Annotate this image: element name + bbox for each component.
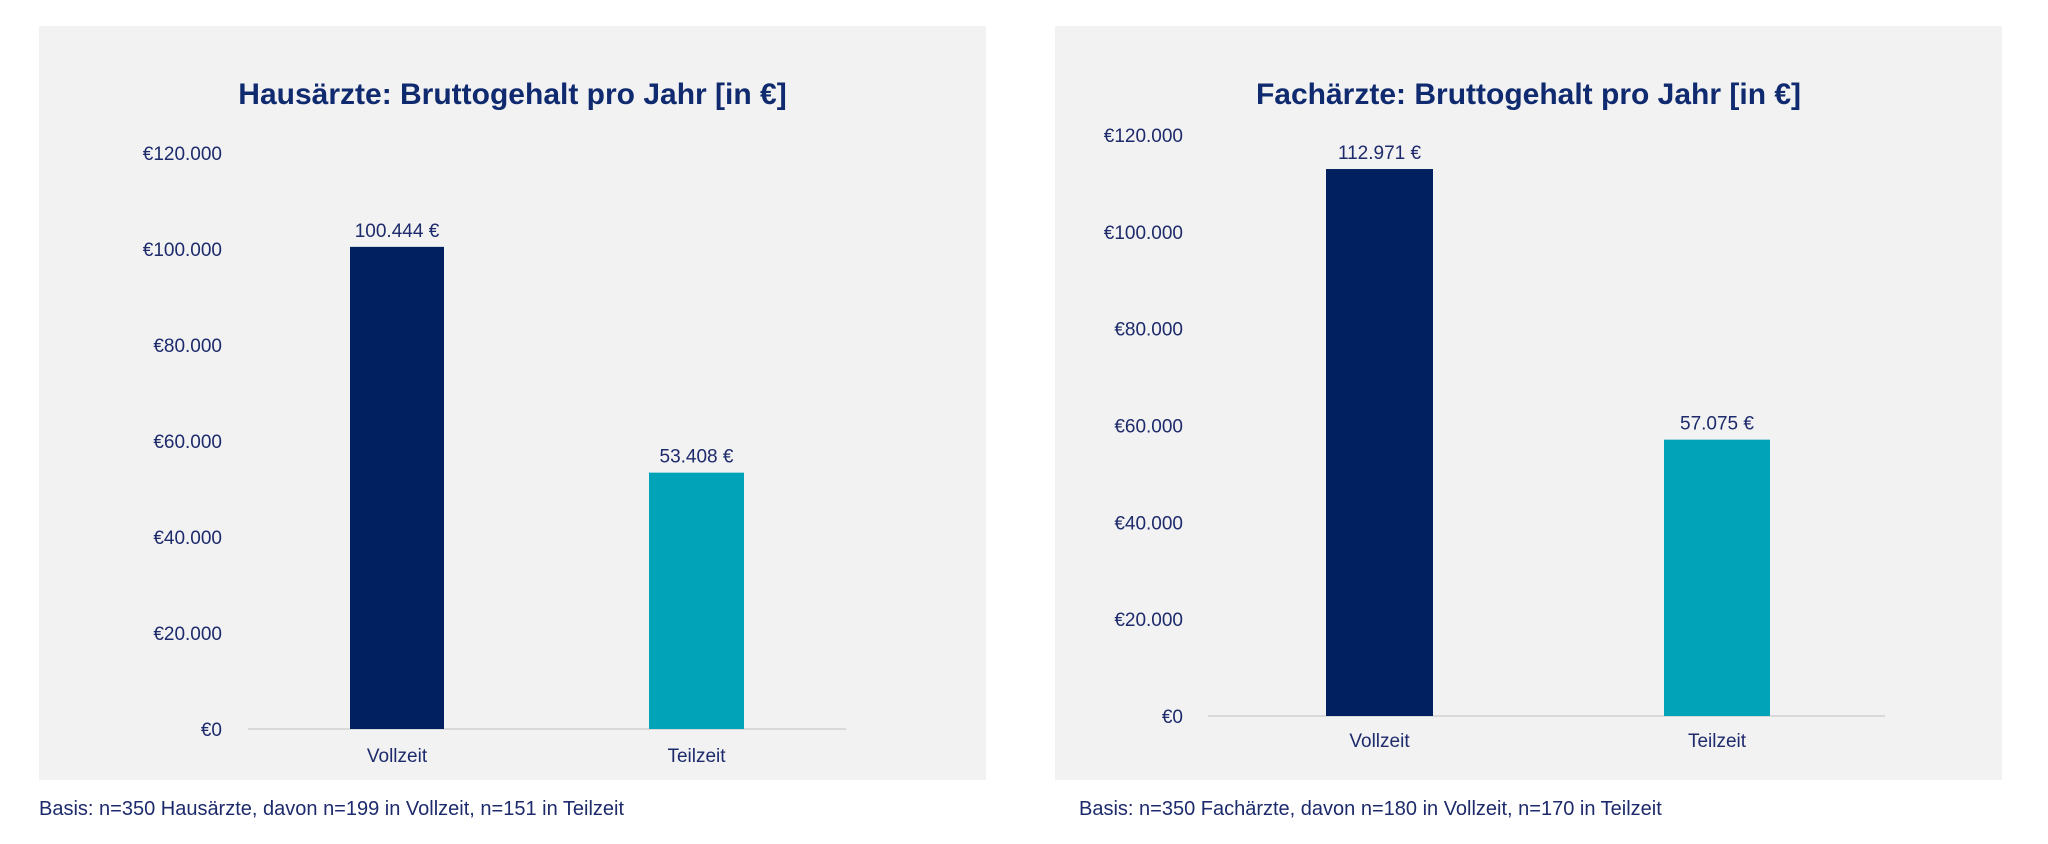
- y-tick-label: €20.000: [153, 624, 222, 645]
- data-label: 53.408 €: [660, 447, 734, 468]
- bar-vollzeit: [1326, 169, 1433, 716]
- bar-vollzeit: [350, 246, 444, 729]
- chart-footer-note: Basis: n=350 Fachärzte, davon n=180 in V…: [1079, 798, 1662, 820]
- y-tick-label: €80.000: [153, 336, 222, 357]
- x-category-label: Teilzeit: [1688, 731, 1747, 752]
- chart-footer-note: Basis: n=350 Hausärzte, davon n=199 in V…: [39, 798, 625, 820]
- chart-title: Fachärzte: Bruttogehalt pro Jahr [in €]: [1255, 78, 1802, 111]
- x-category-label: Vollzeit: [367, 746, 428, 767]
- y-tick-label: €60.000: [153, 432, 222, 453]
- chart-panel-fachaerzte: Fachärzte: Bruttogehalt pro Jahr [in €]: [1055, 26, 2002, 780]
- y-tick-label: €80.000: [1114, 320, 1183, 341]
- data-label: 57.075 €: [1680, 414, 1754, 435]
- y-tick-label: €40.000: [153, 528, 222, 549]
- y-tick-label: €120.000: [1104, 126, 1183, 147]
- y-tick-label: €0: [1162, 707, 1183, 728]
- y-tick-label: €60.000: [1114, 417, 1183, 438]
- y-tick-label: €100.000: [143, 240, 222, 261]
- bar-teilzeit: [1664, 439, 1770, 716]
- y-tick-label: €40.000: [1114, 513, 1183, 534]
- y-tick-label: €100.000: [1104, 223, 1183, 244]
- bar-teilzeit: [649, 472, 744, 729]
- y-tick-label: €120.000: [143, 144, 222, 165]
- chart-panel-hausaerzte: Hausärzte: Bruttogehalt pro Jahr [in €]: [39, 26, 986, 780]
- x-category-label: Teilzeit: [667, 746, 726, 767]
- data-label: 112.971 €: [1338, 143, 1422, 164]
- y-tick-label: €20.000: [1114, 610, 1183, 631]
- data-label: 100.444 €: [355, 221, 440, 242]
- y-tick-label: €0: [201, 720, 222, 741]
- x-category-label: Vollzeit: [1349, 731, 1410, 752]
- chart-title: Hausärzte: Bruttogehalt pro Jahr [in €]: [238, 78, 787, 111]
